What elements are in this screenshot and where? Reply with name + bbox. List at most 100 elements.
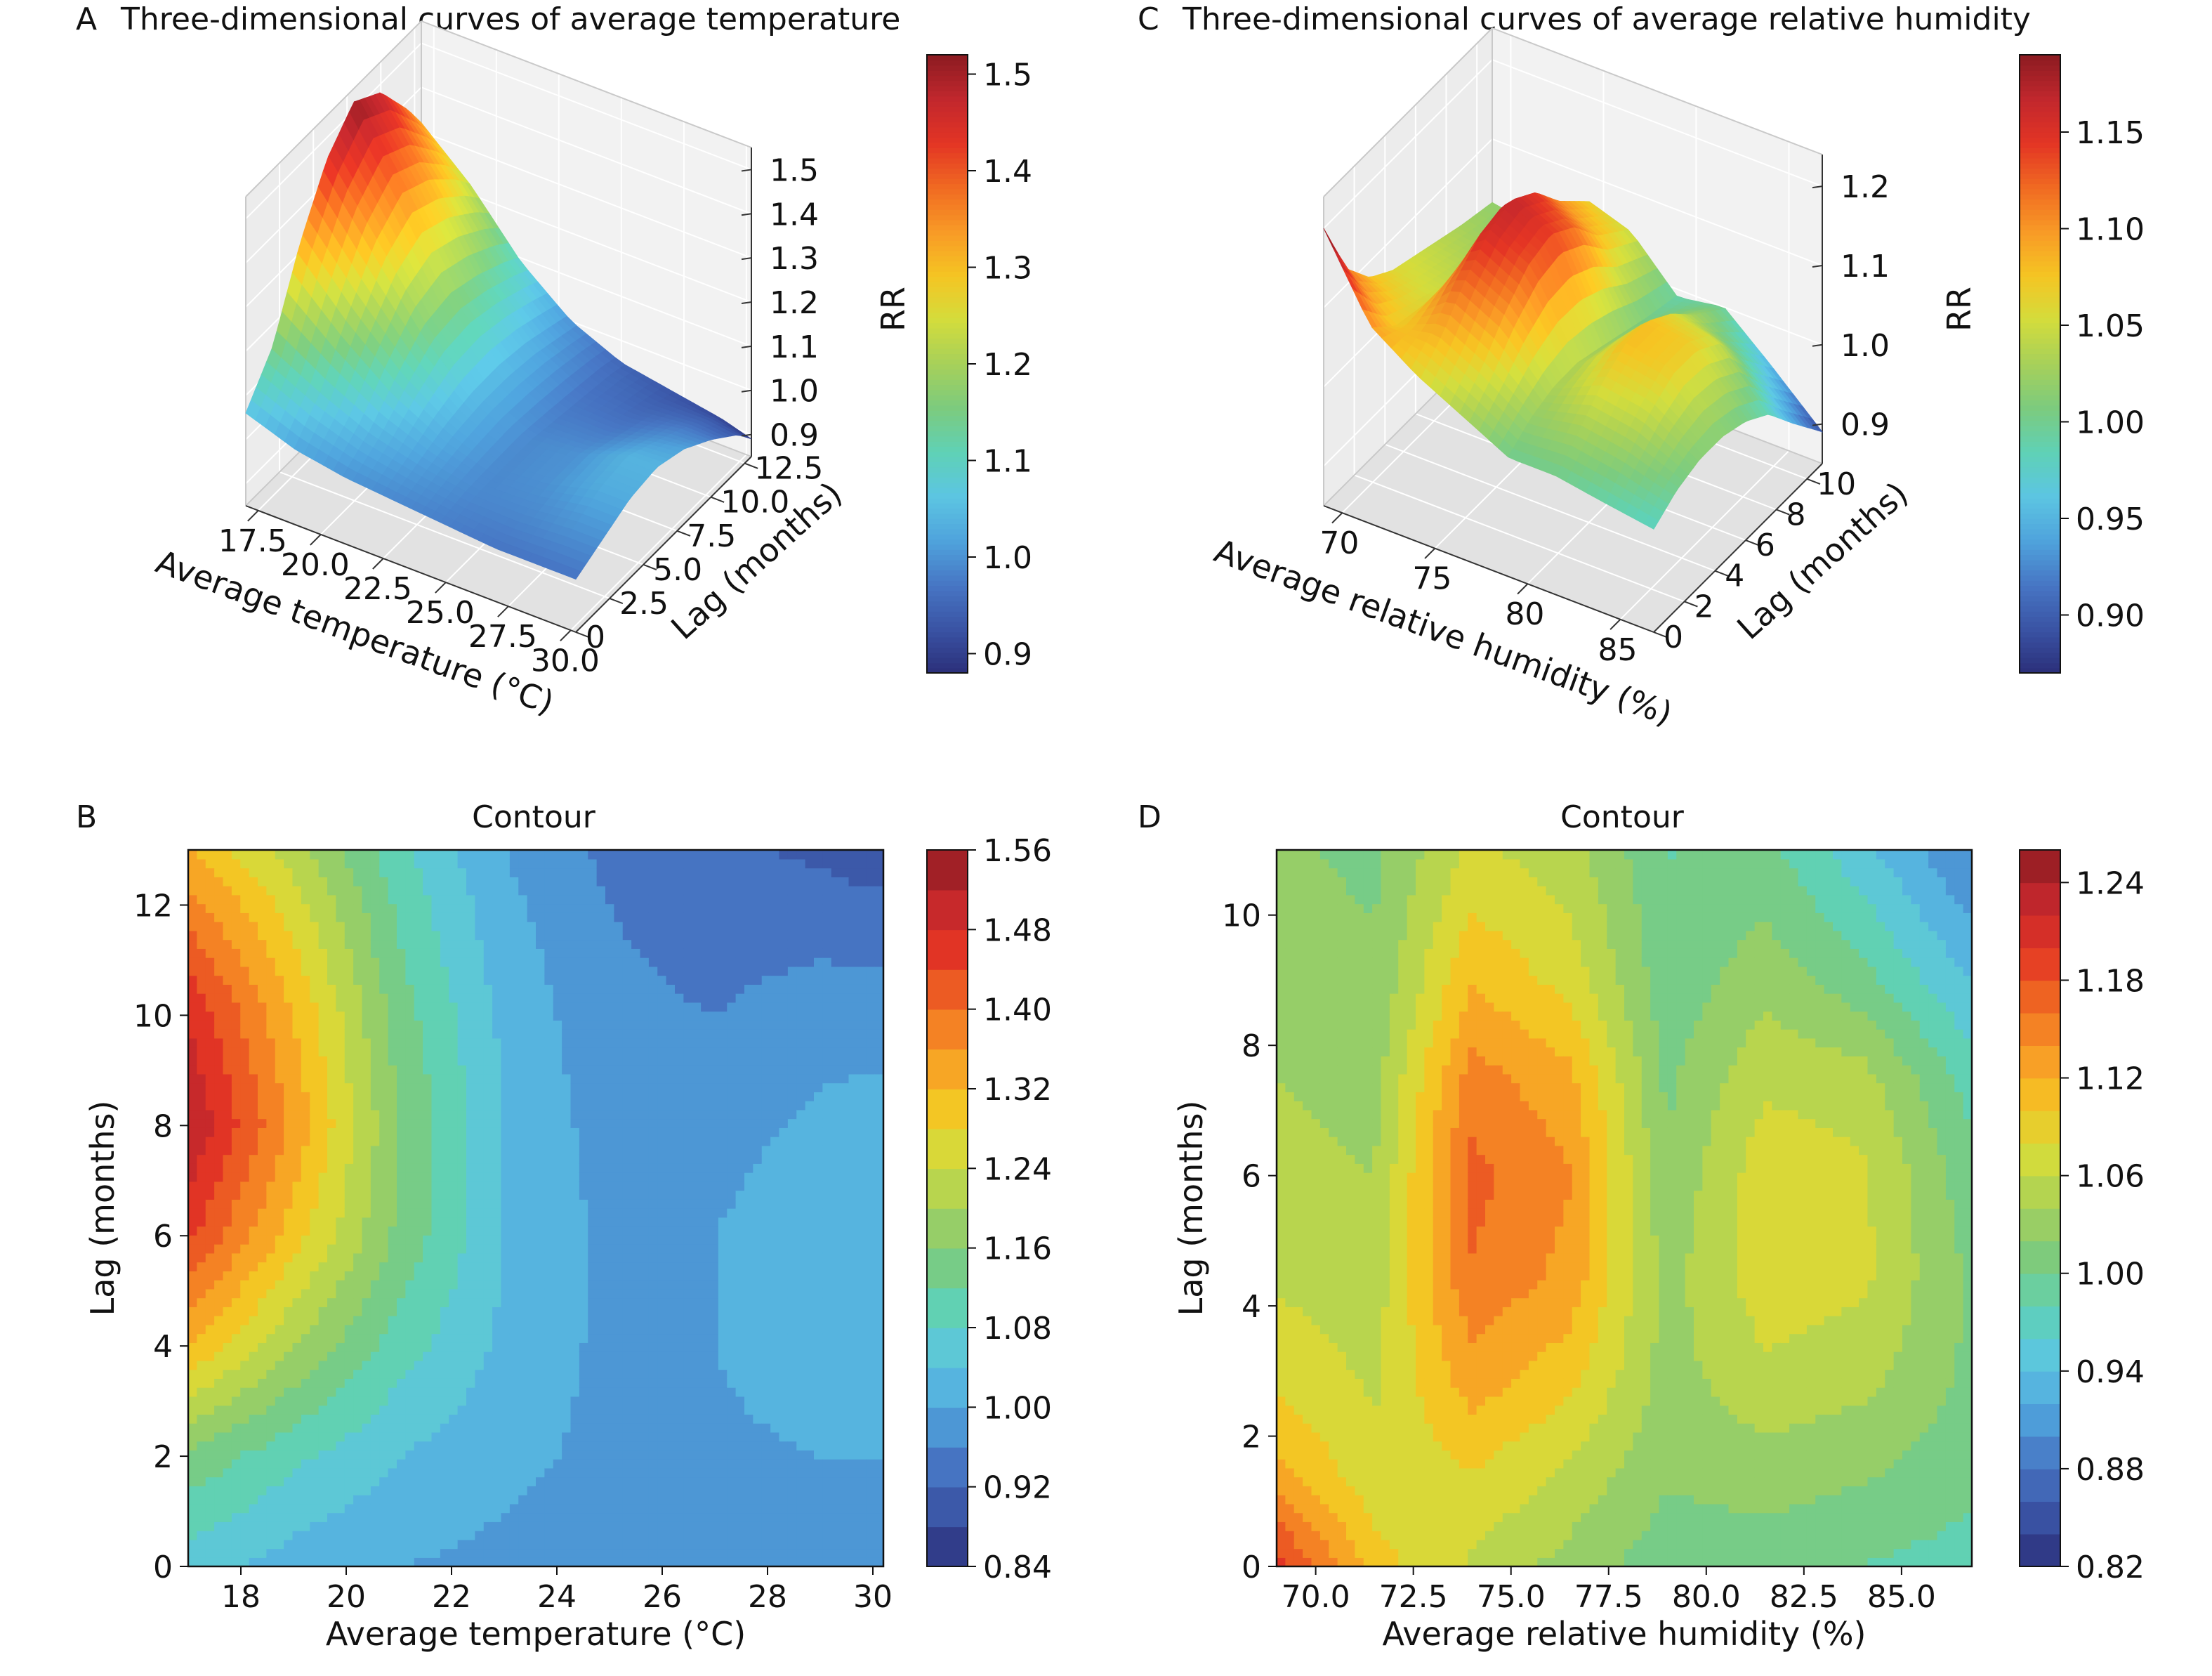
b-contour-cell [214,1037,224,1048]
b-contour-cell [405,1065,415,1075]
b-contour-cell [414,1512,423,1522]
a-colorbar-segment [927,508,968,514]
b-contour-cell [258,886,268,896]
b-contour-cell [284,1118,294,1128]
b-contour-cell [258,1163,268,1173]
b-contour-cell [370,1137,380,1146]
b-contour-cell [292,1405,302,1415]
b-contour-cell [379,1369,389,1379]
b-contour-cell [388,1199,397,1209]
b-contour-cell [327,1244,337,1254]
c-x-tick [1331,512,1343,524]
b-contour-cell [388,1477,397,1486]
b-contour-cell [197,939,206,949]
b-contour-cell [379,1423,389,1433]
b-contour-cell [188,1101,198,1111]
b-contour-cell [379,1127,389,1137]
a-x-tick [247,510,259,522]
b-contour-cell [301,930,310,941]
b-contour-cell [370,948,380,958]
b-contour-cell [405,1531,415,1540]
b-contour-cell [249,886,258,896]
b-contour-cell [336,1459,345,1469]
b-contour-cell [231,912,241,922]
b-contour-cell [405,1539,415,1550]
b-contour-cell [197,957,206,967]
b-contour-cell [275,1423,284,1433]
b-contour-cell [370,1342,380,1352]
b-contour-cell [397,1423,407,1433]
b-contour-cell [353,1557,363,1567]
a-y-tick-label: 7.5 [687,518,736,554]
b-contour-cell [388,1029,397,1039]
b-contour-cell [284,1450,294,1460]
b-contour-cell [336,1271,345,1281]
b-contour-cell [353,1056,363,1066]
b-contour-cell [344,1252,354,1263]
b-contour-cell [214,1333,224,1343]
a-colorbar-tick-label: 1.2 [983,347,1032,383]
b-contour-cell [370,1065,380,1075]
b-contour-cell [292,1190,302,1200]
b-contour-cell [258,1414,268,1424]
b-contour-cell [423,1271,433,1281]
b-contour-cell [397,1450,407,1460]
b-contour-cell [197,1405,206,1415]
b-contour-cell [353,1495,363,1505]
b-contour-cell [327,1378,337,1388]
b-contour-cell [284,1378,294,1388]
b-contour-cell [188,1432,198,1442]
b-contour-cell [301,1271,310,1281]
b-contour-cell [397,1252,407,1263]
b-contour-cell [318,975,328,985]
b-contour-cell [336,984,345,994]
b-contour-cell [310,1539,320,1550]
b-contour-cell [266,1047,276,1056]
b-contour-cell [231,1262,241,1271]
b-contour-cell [414,1056,423,1066]
b-contour-cell [214,1324,224,1335]
b-contour-cell [318,1441,328,1451]
b-contour-cell [240,1297,250,1307]
b-contour-cell [188,1521,198,1531]
b-contour-cell [214,1252,224,1263]
b-contour-cell [318,957,328,967]
b-contour-cell [266,1065,276,1075]
b-contour-cell [318,1521,328,1531]
b-contour-cell [379,1002,389,1012]
b-contour-cell [240,984,250,994]
b-contour-cell [336,1262,345,1271]
b-contour-cell [231,1020,241,1030]
b-contour-cell [188,1459,198,1469]
b-contour-cell [197,868,206,877]
b-contour-cell [423,1092,433,1101]
a-colorbar-segment [927,559,968,565]
b-contour-cell [258,1297,268,1307]
b-contour-cell [188,903,198,913]
b-contour-cell [197,1459,206,1469]
b-contour-cell [336,1512,345,1522]
b-contour-cell [414,1011,423,1021]
b-contour-cell [188,1441,198,1451]
b-contour-cell [249,1459,258,1469]
b-contour-cell [397,1145,407,1155]
b-contour-cell [310,912,320,922]
b-contour-cell [414,1127,423,1137]
b-contour-cell [336,1548,345,1558]
b-contour-cell [327,1118,337,1128]
b-contour-cell [336,1163,345,1173]
a-colorbar-segment [927,287,968,293]
b-contour-cell [327,939,337,949]
b-contour-cell [214,1262,224,1271]
b-contour-cell [318,1190,328,1200]
b-contour-cell [318,912,328,922]
a-colorbar-segment [927,353,968,360]
b-contour-cell [310,1137,320,1146]
b-contour-cell [379,1486,389,1495]
b-contour-cell [397,1342,407,1352]
b-contour-cell [353,1369,363,1379]
b-contour-cell [327,1450,337,1460]
b-contour-cell [249,1405,258,1415]
b-contour-cell [275,1316,284,1325]
b-contour-cell [249,1503,258,1514]
